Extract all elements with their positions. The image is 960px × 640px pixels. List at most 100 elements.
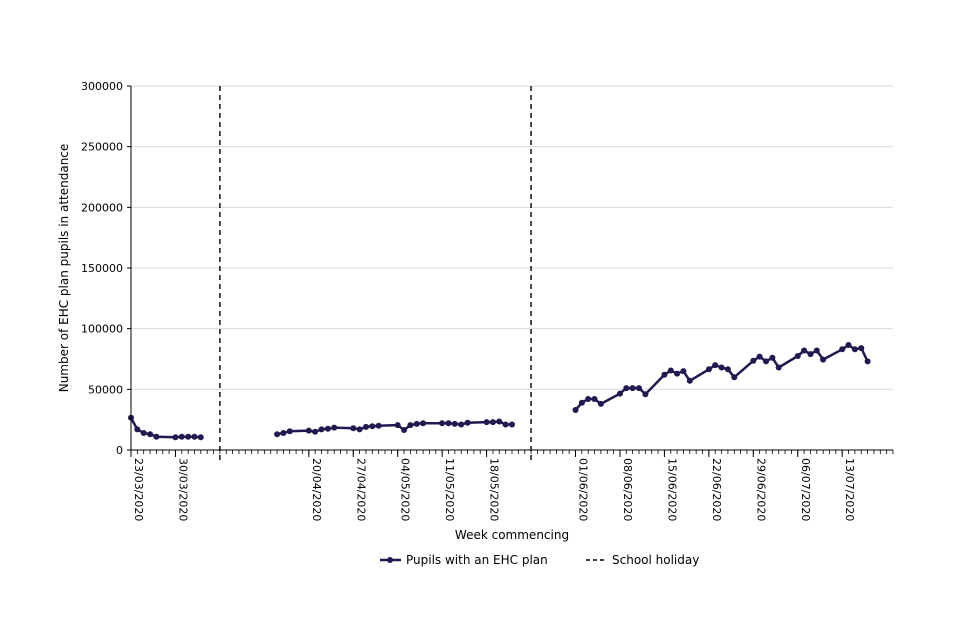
data-point	[845, 342, 852, 348]
x-tick-label: 08/06/2020	[621, 458, 634, 521]
data-point	[591, 396, 598, 402]
data-point	[756, 353, 763, 360]
x-tick-label: 29/06/2020	[754, 458, 767, 521]
data-point	[661, 371, 668, 378]
x-tick-label: 13/07/2020	[843, 458, 856, 521]
legend-holiday-label: School holiday	[612, 553, 699, 567]
data-point	[705, 366, 712, 373]
data-point	[712, 362, 719, 369]
data-point	[642, 391, 649, 398]
series-pupils-with-ehc-plan	[128, 342, 871, 441]
y-tick-label: 150000	[81, 262, 123, 275]
data-point	[629, 385, 636, 392]
data-point	[280, 430, 287, 436]
data-point	[509, 421, 515, 428]
data-point	[750, 357, 757, 364]
data-point	[324, 425, 331, 432]
data-point	[597, 400, 604, 407]
x-tick-label: 15/06/2020	[665, 458, 678, 521]
x-tick-label: 23/03/2020	[132, 458, 145, 521]
x-tick-label: 20/04/2020	[310, 458, 323, 521]
data-point	[413, 420, 420, 427]
data-point	[458, 421, 465, 428]
x-tick-label: 01/06/2020	[577, 458, 590, 521]
y-tick-label: 300000	[81, 80, 123, 93]
data-point	[197, 434, 204, 441]
data-point	[305, 427, 312, 434]
y-tick-label: 250000	[81, 141, 123, 154]
data-point	[394, 422, 401, 429]
data-point	[350, 425, 357, 432]
legend-series-marker	[387, 557, 393, 563]
data-point	[794, 353, 801, 359]
x-axis-title: Week commencing	[455, 528, 569, 542]
school-holiday-lines	[219, 86, 532, 464]
data-point	[851, 346, 858, 353]
data-point	[617, 390, 623, 397]
data-point	[731, 374, 738, 381]
legend-series-label: Pupils with an EHC plan	[406, 553, 548, 567]
data-point	[636, 385, 642, 392]
data-point	[407, 422, 414, 429]
data-point	[147, 431, 154, 438]
data-point	[153, 433, 160, 440]
data-point	[820, 356, 827, 363]
data-point	[331, 424, 338, 431]
data-point	[134, 426, 141, 433]
data-point	[496, 418, 503, 425]
data-point	[286, 428, 293, 435]
series-line	[574, 343, 869, 411]
data-point	[769, 354, 776, 361]
data-point	[502, 421, 509, 428]
y-axis-ticks: 0 50000 100000 150000 200000 250000 300000	[81, 80, 131, 457]
data-point	[686, 377, 693, 384]
data-point	[801, 347, 808, 354]
data-point	[191, 433, 198, 440]
data-point	[356, 426, 363, 433]
data-point	[363, 423, 369, 430]
y-axis-title: Number of EHC plan pupils in attendance	[57, 144, 71, 393]
data-point	[375, 422, 382, 429]
data-point	[369, 423, 376, 430]
series-line	[129, 417, 201, 439]
data-point	[185, 433, 192, 440]
data-point	[445, 420, 452, 427]
legend: Pupils with an EHC plan School holiday	[380, 553, 699, 567]
x-tick-label: 30/03/2020	[176, 458, 189, 521]
data-point	[489, 419, 496, 426]
x-tick-label: 18/05/2020	[488, 458, 501, 521]
data-point	[274, 431, 281, 438]
data-point	[585, 396, 592, 402]
data-point	[718, 364, 725, 371]
data-point	[578, 399, 585, 406]
y-tick-label: 100000	[81, 323, 123, 336]
data-point	[807, 351, 814, 358]
data-point	[178, 433, 185, 440]
data-point	[813, 347, 820, 354]
data-point	[318, 426, 325, 433]
data-point	[464, 419, 471, 426]
x-tick-label: 06/07/2020	[799, 458, 812, 521]
data-point	[667, 367, 674, 374]
data-point	[439, 420, 446, 427]
data-point	[172, 434, 179, 441]
data-point	[674, 370, 681, 377]
data-point	[839, 346, 846, 353]
data-point	[864, 358, 871, 365]
data-point	[572, 407, 579, 413]
x-tick-label: 27/04/2020	[354, 458, 367, 521]
data-point	[763, 358, 769, 365]
x-tick-label: 11/05/2020	[443, 458, 456, 521]
x-tick-label: 22/06/2020	[710, 458, 723, 521]
y-tick-label: 0	[116, 444, 123, 457]
data-point	[775, 364, 782, 371]
x-axis-ticks: 23/03/2020 30/03/2020 20/04/2020 27/04/2020…	[130, 450, 894, 521]
y-tick-label: 50000	[88, 383, 123, 396]
y-tick-label: 200000	[81, 201, 123, 214]
data-point	[312, 428, 319, 435]
grid-lines	[131, 85, 893, 451]
series-line	[276, 420, 512, 436]
data-point	[680, 368, 687, 375]
x-tick-label: 04/05/2020	[399, 458, 412, 521]
